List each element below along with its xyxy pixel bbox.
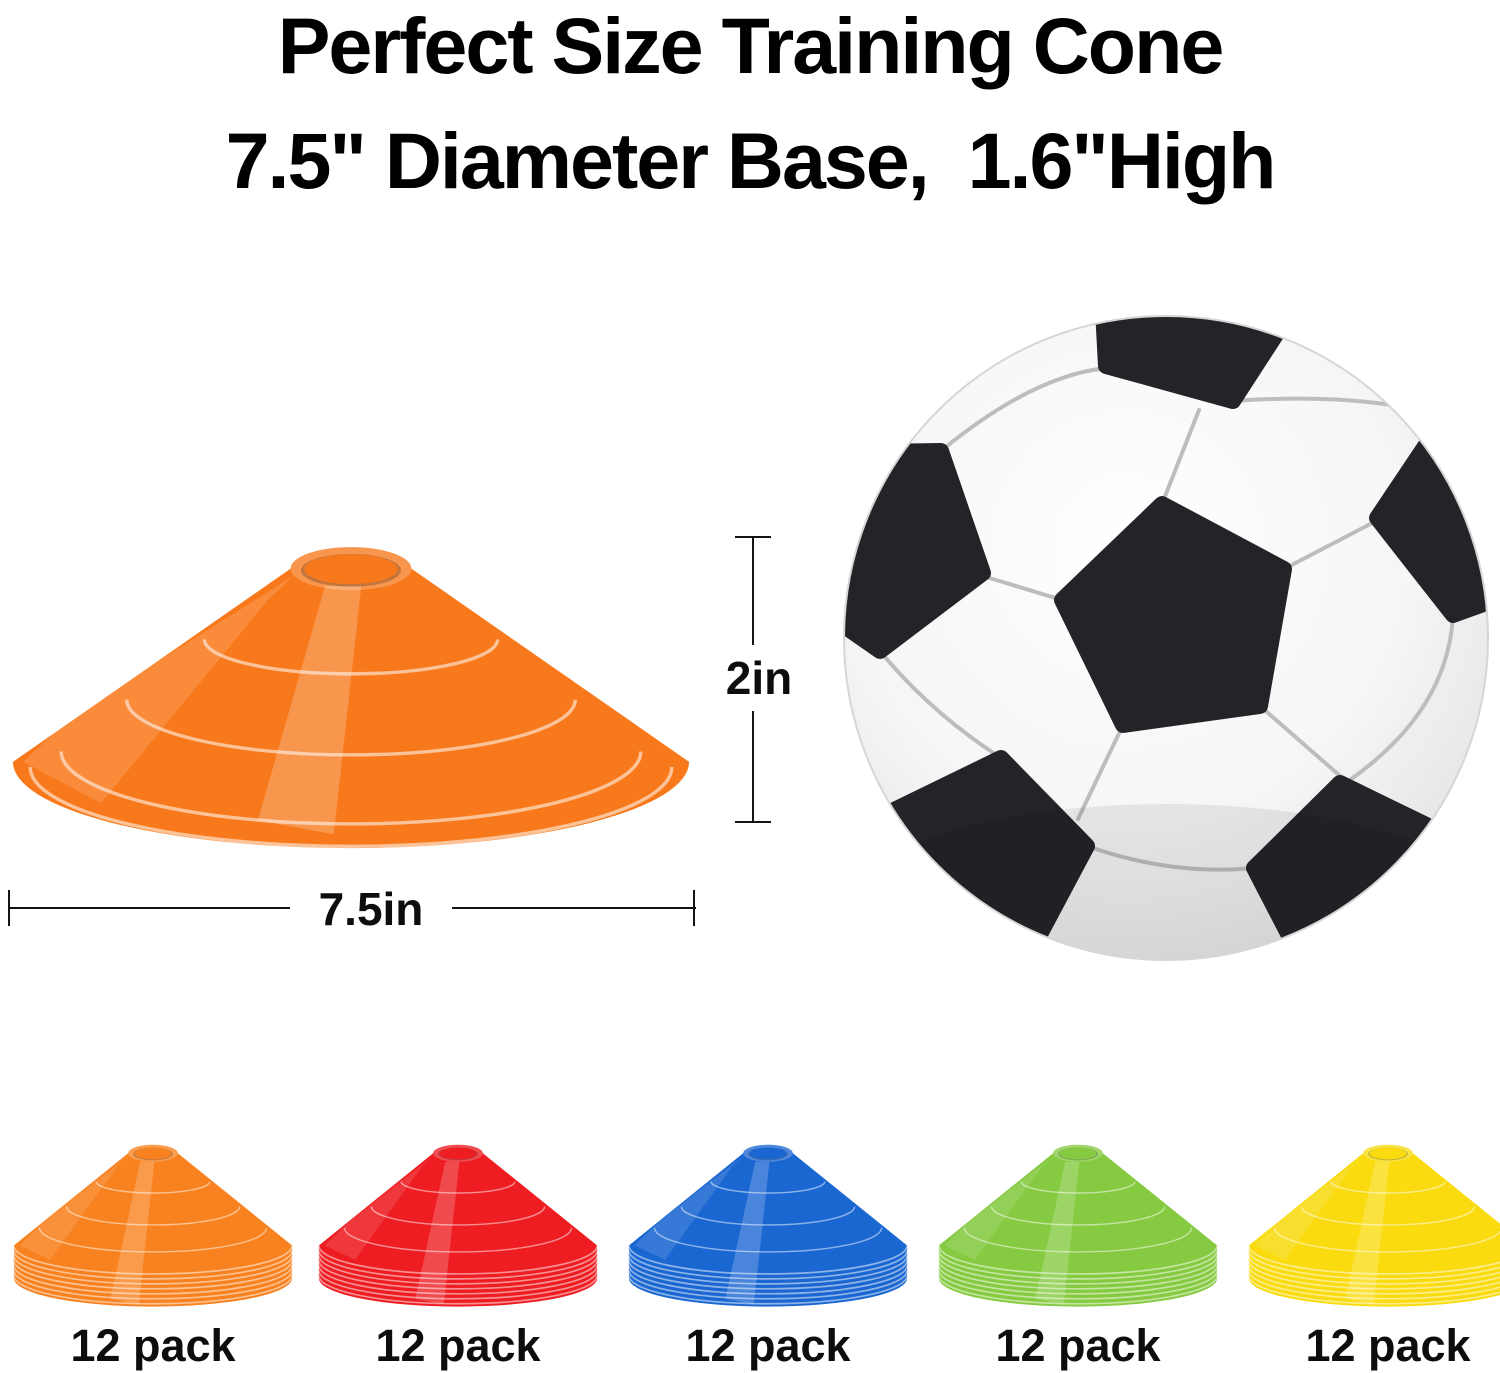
pack-count-label: 12 pack	[375, 1320, 541, 1371]
pack-count-label: 12 pack	[995, 1320, 1161, 1371]
pack-option-yellow: 12 pack	[1243, 1139, 1500, 1368]
width-dimension-cap-left	[8, 890, 10, 926]
width-dimension-cap-right	[693, 890, 695, 926]
pack-options-row: 12 pack 12 pack 12 pack 12 pack 12 pack	[0, 1139, 1500, 1373]
title-block: Perfect Size Training Cone 7.5" Diameter…	[0, 0, 1500, 200]
pack-option-red: 12 pack	[313, 1139, 603, 1368]
pack-count-label: 12 pack	[1305, 1320, 1471, 1371]
height-dimension-cap-bottom	[735, 821, 771, 823]
training-cone-illustration	[6, 541, 696, 855]
height-dimension-cap-top	[735, 536, 771, 538]
soccer-ball-icon	[842, 314, 1492, 964]
cone-stack-blue-icon	[626, 1139, 910, 1313]
cone-stack-yellow-icon	[1246, 1139, 1500, 1313]
width-dimension-label: 7.5in	[290, 876, 452, 942]
cone-stack-orange-icon	[11, 1139, 295, 1313]
cone-stack-green-icon	[936, 1139, 1220, 1313]
pack-option-orange: 12 pack	[8, 1139, 298, 1368]
title-line-1: Perfect Size Training Cone	[277, 1, 1225, 90]
pack-count-label: 12 pack	[70, 1320, 236, 1371]
cone-stack-red-icon	[316, 1139, 600, 1313]
title-line-2: 7.5" Diameter Base, 1.6"High	[225, 116, 1277, 205]
pack-option-green: 12 pack	[933, 1139, 1223, 1368]
pack-count-label: 12 pack	[685, 1320, 851, 1371]
height-dimension-label: 2in	[706, 645, 812, 711]
pack-option-blue: 12 pack	[623, 1139, 913, 1368]
